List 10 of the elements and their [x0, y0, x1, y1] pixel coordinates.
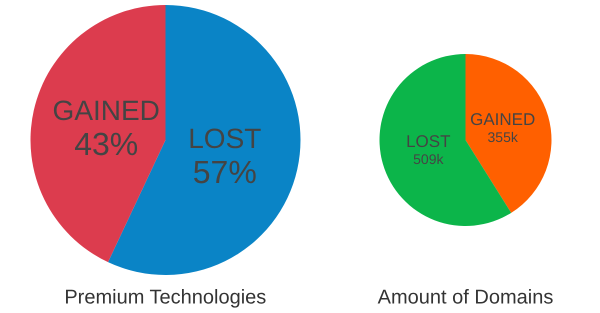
- slice-label: GAINED: [52, 95, 160, 126]
- text: Premium Technologies: [64, 286, 266, 308]
- slice-label: GAINED: [470, 110, 536, 129]
- data-label: 509k: [413, 151, 444, 168]
- data-label: 43%: [74, 126, 138, 162]
- slice-label: LOST: [406, 132, 451, 152]
- data-label: 57%: [192, 154, 257, 190]
- slice-label: LOST: [188, 122, 262, 154]
- data-label: 355k: [488, 128, 519, 145]
- text: Amount of Domains: [378, 286, 554, 308]
